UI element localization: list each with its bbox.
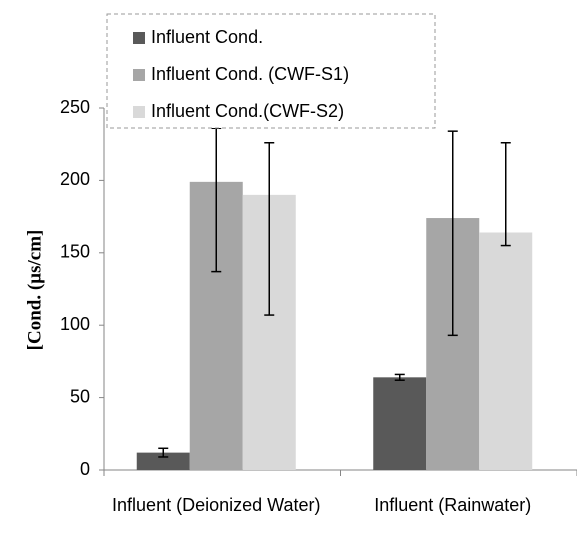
legend-swatch <box>133 106 145 118</box>
error-bar <box>500 142 511 247</box>
y-tick-label: 150 <box>60 242 90 262</box>
legend-swatch <box>133 32 145 44</box>
y-tick-label: 200 <box>60 169 90 189</box>
legend-swatch <box>133 69 145 81</box>
y-axis-label: [Cond. (µs/cm] <box>24 230 45 351</box>
error-bar <box>394 373 405 381</box>
x-tick-label: Influent (Deionized Water) <box>112 495 321 515</box>
legend-label: Influent Cond. <box>151 27 263 47</box>
bar <box>373 377 427 470</box>
y-tick-label: 0 <box>80 459 90 479</box>
legend-box <box>106 13 436 129</box>
legend-label: Influent Cond.(CWF-S2) <box>151 101 344 121</box>
legend-label: Influent Cond. (CWF-S1) <box>151 64 349 84</box>
x-tick-label: Influent (Rainwater) <box>374 495 532 515</box>
y-tick-label: 50 <box>70 386 90 406</box>
error-bar <box>158 447 169 458</box>
y-tick-label: 250 <box>60 97 90 117</box>
bar <box>136 452 190 470</box>
error-bar <box>264 142 275 316</box>
error-bar <box>447 130 458 337</box>
bar <box>479 232 533 470</box>
y-tick-label: 100 <box>60 314 90 334</box>
